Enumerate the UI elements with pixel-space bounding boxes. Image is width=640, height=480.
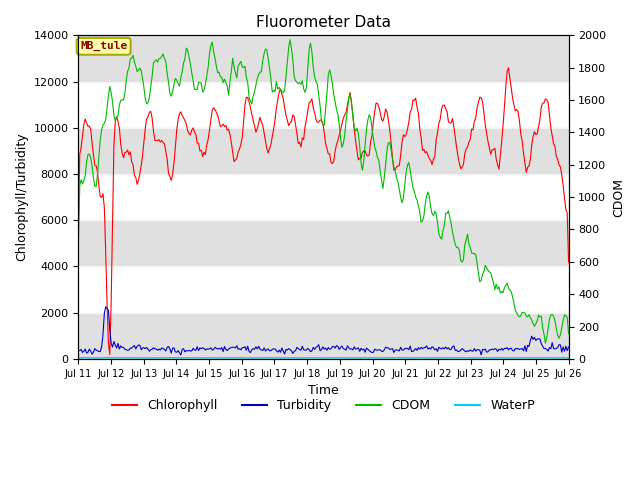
- Text: MB_tule: MB_tule: [80, 41, 127, 51]
- Title: Fluorometer Data: Fluorometer Data: [256, 15, 391, 30]
- Y-axis label: CDOM: CDOM: [612, 178, 625, 216]
- Legend: Chlorophyll, Turbidity, CDOM, WaterP: Chlorophyll, Turbidity, CDOM, WaterP: [107, 395, 540, 418]
- X-axis label: Time: Time: [308, 384, 339, 397]
- Bar: [79, 128, 568, 174]
- Bar: [79, 220, 568, 266]
- Bar: [79, 36, 568, 82]
- Y-axis label: Chlorophyll/Turbidity: Chlorophyll/Turbidity: [15, 133, 28, 262]
- Bar: [79, 312, 568, 359]
